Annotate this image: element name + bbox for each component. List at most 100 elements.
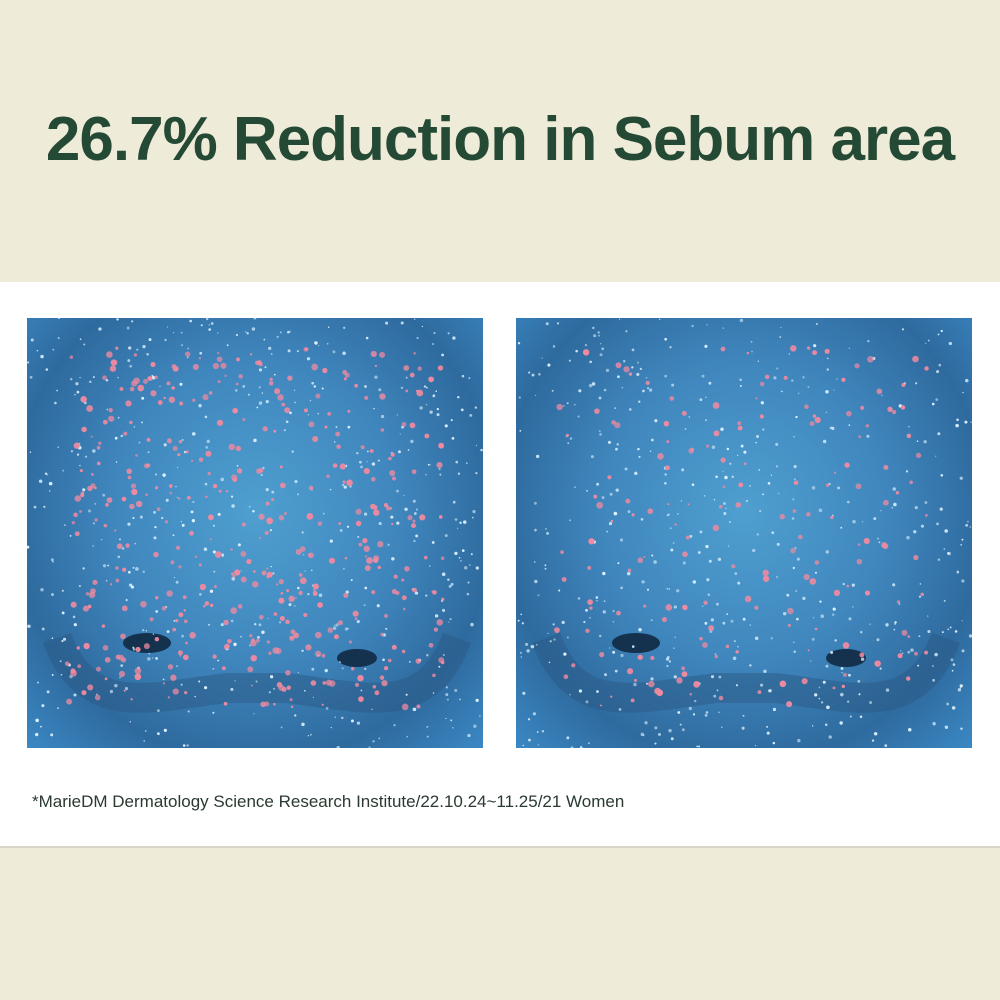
- sebum-dot: [293, 632, 299, 639]
- sebum-dot: [682, 551, 688, 558]
- sebum-dot: [436, 619, 443, 626]
- sebum-dot: [913, 554, 919, 561]
- skin-texture: [517, 318, 972, 748]
- sebum-dot: [122, 567, 127, 572]
- sebum-dot: [90, 435, 93, 438]
- sebum-dot: [129, 386, 135, 392]
- sebum-dot: [269, 377, 273, 381]
- sebum-dot: [130, 698, 133, 701]
- sebum-dot: [205, 450, 212, 457]
- sebum-dot: [250, 654, 257, 662]
- sebum-dot: [404, 566, 410, 572]
- sebum-dot: [863, 537, 870, 544]
- sebum-dot: [306, 513, 314, 520]
- sebum-dot: [77, 664, 82, 669]
- nostril: [123, 633, 171, 653]
- sebum-dot: [708, 625, 715, 632]
- sebum-dot: [807, 649, 810, 652]
- sebum-dot: [405, 389, 409, 393]
- sebum-dot: [883, 464, 889, 470]
- sebum-dot: [440, 660, 445, 665]
- sebum-dot: [135, 646, 141, 653]
- sebum-dot: [182, 654, 189, 661]
- sebum-dot: [217, 380, 221, 384]
- sebum-dot: [314, 631, 322, 639]
- sebum-dot: [125, 543, 130, 548]
- sebum-dot: [266, 567, 269, 570]
- sebum-dot: [413, 352, 416, 355]
- sebum-dot: [587, 599, 593, 605]
- sebum-dot: [123, 431, 128, 436]
- sebum-dot: [806, 512, 811, 517]
- sebum-dot: [315, 393, 321, 399]
- sebum-dot: [912, 355, 919, 363]
- sebum-dot: [212, 483, 218, 489]
- sebum-dot: [177, 650, 183, 656]
- sebum-dot: [232, 574, 236, 578]
- sebum-dot: [720, 346, 726, 352]
- sebum-dot: [274, 388, 281, 395]
- sebum-dot: [556, 403, 563, 411]
- sebum-dot: [867, 356, 874, 363]
- sebum-dot: [308, 485, 314, 491]
- sebum-dot: [762, 569, 769, 577]
- sebum-dot: [631, 513, 635, 517]
- sebum-dot: [374, 690, 380, 696]
- sebum-dot: [223, 644, 230, 650]
- sebum-dot: [416, 389, 424, 397]
- sebum-dot: [177, 453, 181, 457]
- sebum-dot: [102, 419, 108, 425]
- sebum-dot: [357, 674, 364, 682]
- sebum-dot: [701, 642, 708, 648]
- sebum-dot: [252, 581, 259, 588]
- sebum-dot: [198, 457, 204, 463]
- sebum-dot: [614, 422, 621, 429]
- sebum-dot: [412, 587, 417, 593]
- sebum-dot: [876, 388, 883, 395]
- sebum-dot: [343, 592, 349, 598]
- sebum-dot: [133, 353, 138, 357]
- sebum-dot: [661, 616, 668, 623]
- sebum-dot: [125, 400, 132, 407]
- sebum-dot: [358, 696, 364, 702]
- sebum-dot: [428, 642, 434, 648]
- sebum-dot: [71, 520, 76, 525]
- sebum-dot: [779, 513, 786, 520]
- sebum-dot: [909, 480, 913, 485]
- sebum-dot: [290, 705, 294, 709]
- sebum-dot: [372, 557, 379, 564]
- sebum-dot: [365, 555, 368, 558]
- sebum-dot: [856, 558, 863, 565]
- sebum-dot: [801, 678, 808, 685]
- sebum-dot: [688, 448, 694, 454]
- sebum-dot: [115, 654, 121, 660]
- sebum-dot: [344, 556, 348, 560]
- sebum-dot: [312, 435, 319, 443]
- sebum-dot: [587, 565, 592, 570]
- sebum-dot: [830, 515, 834, 520]
- sebum-dot: [83, 642, 90, 650]
- sebum-dot: [145, 493, 148, 497]
- sebum-dot: [258, 513, 265, 520]
- sebum-dot: [94, 694, 101, 701]
- sebum-dot: [123, 689, 126, 692]
- sebum-dot: [383, 502, 389, 508]
- sebum-dot: [168, 396, 176, 403]
- sebum-dot: [391, 476, 397, 481]
- sebum-dot: [81, 491, 85, 495]
- sebum-dot: [630, 698, 635, 703]
- sebum-dot: [582, 349, 590, 356]
- sebum-dot: [115, 566, 119, 570]
- sebum-dot: [210, 603, 214, 608]
- sebum-dot: [333, 634, 339, 640]
- sebum-dot: [87, 604, 92, 609]
- sebum-dot: [438, 442, 445, 449]
- sebum-dot: [308, 552, 314, 559]
- sebum-dot: [109, 365, 117, 372]
- sebum-dot: [73, 512, 78, 518]
- sebum-dot: [755, 397, 758, 400]
- sebum-dot: [86, 405, 94, 412]
- sebum-dot: [743, 462, 747, 466]
- sebum-dot: [101, 624, 106, 628]
- sebum-dot: [137, 384, 145, 392]
